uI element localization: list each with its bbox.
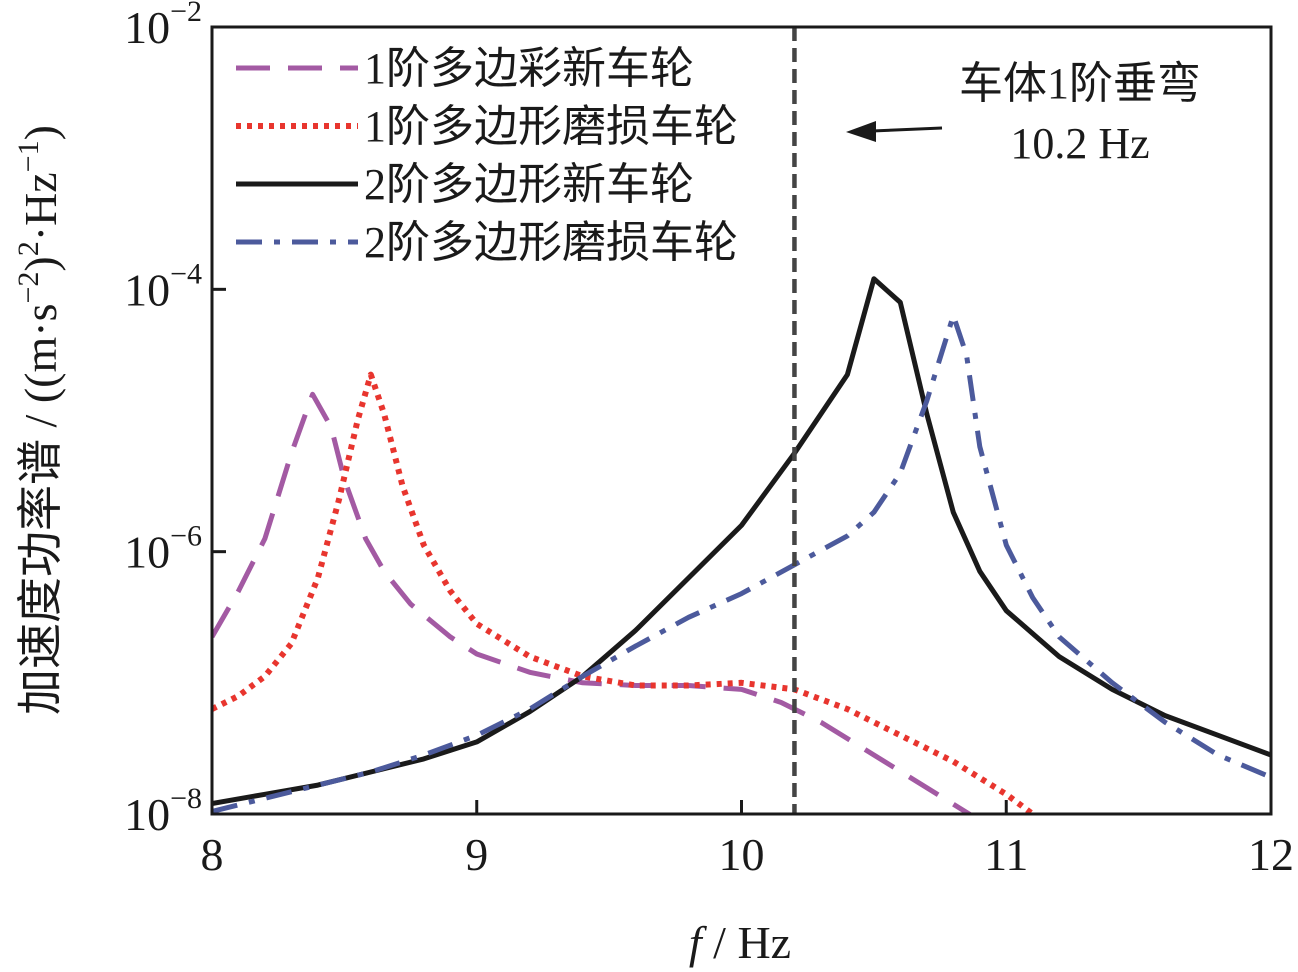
series-line-1	[212, 391, 974, 814]
annotation-label-line1: 车体1阶垂弯	[959, 59, 1201, 108]
y-axis-unit-sup: −2	[12, 272, 45, 304]
x-axis-unit: / Hz	[702, 917, 791, 968]
x-tick-label: 11	[984, 829, 1028, 880]
y-axis-unit-sup: −1	[12, 140, 45, 172]
x-tick-label: 10	[719, 829, 765, 880]
legend-label-1: 1阶多边彩新车轮	[364, 44, 694, 93]
y-tick-label: 10−8	[124, 782, 202, 840]
legend-label-2: 1阶多边形磨损车轮	[364, 102, 738, 151]
y-axis-title: 加速度功率谱 / ((m·s−2)2·Hz−1)	[12, 125, 66, 715]
x-tick-label: 12	[1248, 829, 1294, 880]
x-tick-label: 9	[465, 829, 488, 880]
series-curves	[212, 276, 1271, 814]
series-line-4	[212, 313, 1271, 814]
y-axis-unit-part: )	[15, 125, 66, 140]
series-line-3	[212, 276, 1271, 806]
y-axis-label-cn: 加速度功率谱 /	[15, 403, 66, 715]
x-tick-label: 8	[201, 829, 224, 880]
y-axis-unit-sup: 2	[12, 241, 45, 256]
series-line-2	[212, 371, 1035, 814]
y-axis-unit-part: ((m·s	[15, 304, 66, 404]
axis-ticks: 8 9 10 11 12 10−8 10−6 10−4 10−2	[124, 0, 1294, 880]
y-axis-unit-part: )	[15, 256, 66, 271]
y-axis-title-group: 加速度功率谱 / ((m·s−2)2·Hz−1)	[12, 125, 66, 715]
annotation-arrow-shaft	[871, 126, 943, 133]
x-axis-title: f / Hz	[689, 917, 791, 968]
vline-annotation: 车体1阶垂弯 10.2 Hz	[846, 59, 1201, 168]
y-tick-label: 10−2	[124, 0, 202, 53]
annotation-label-line2: 10.2 Hz	[1010, 119, 1149, 168]
annotation-arrow-head	[846, 121, 876, 142]
y-tick-label: 10−4	[124, 257, 202, 315]
y-axis-unit-part: ·Hz	[15, 172, 66, 241]
y-tick-label: 10−6	[124, 520, 202, 578]
legend-label-4: 2阶多边形磨损车轮	[364, 218, 738, 267]
legend: 1阶多边彩新车轮 1阶多边形磨损车轮 2阶多边形新车轮 2阶多边形磨损车轮	[236, 44, 738, 267]
legend-label-3: 2阶多边形新车轮	[364, 160, 694, 209]
